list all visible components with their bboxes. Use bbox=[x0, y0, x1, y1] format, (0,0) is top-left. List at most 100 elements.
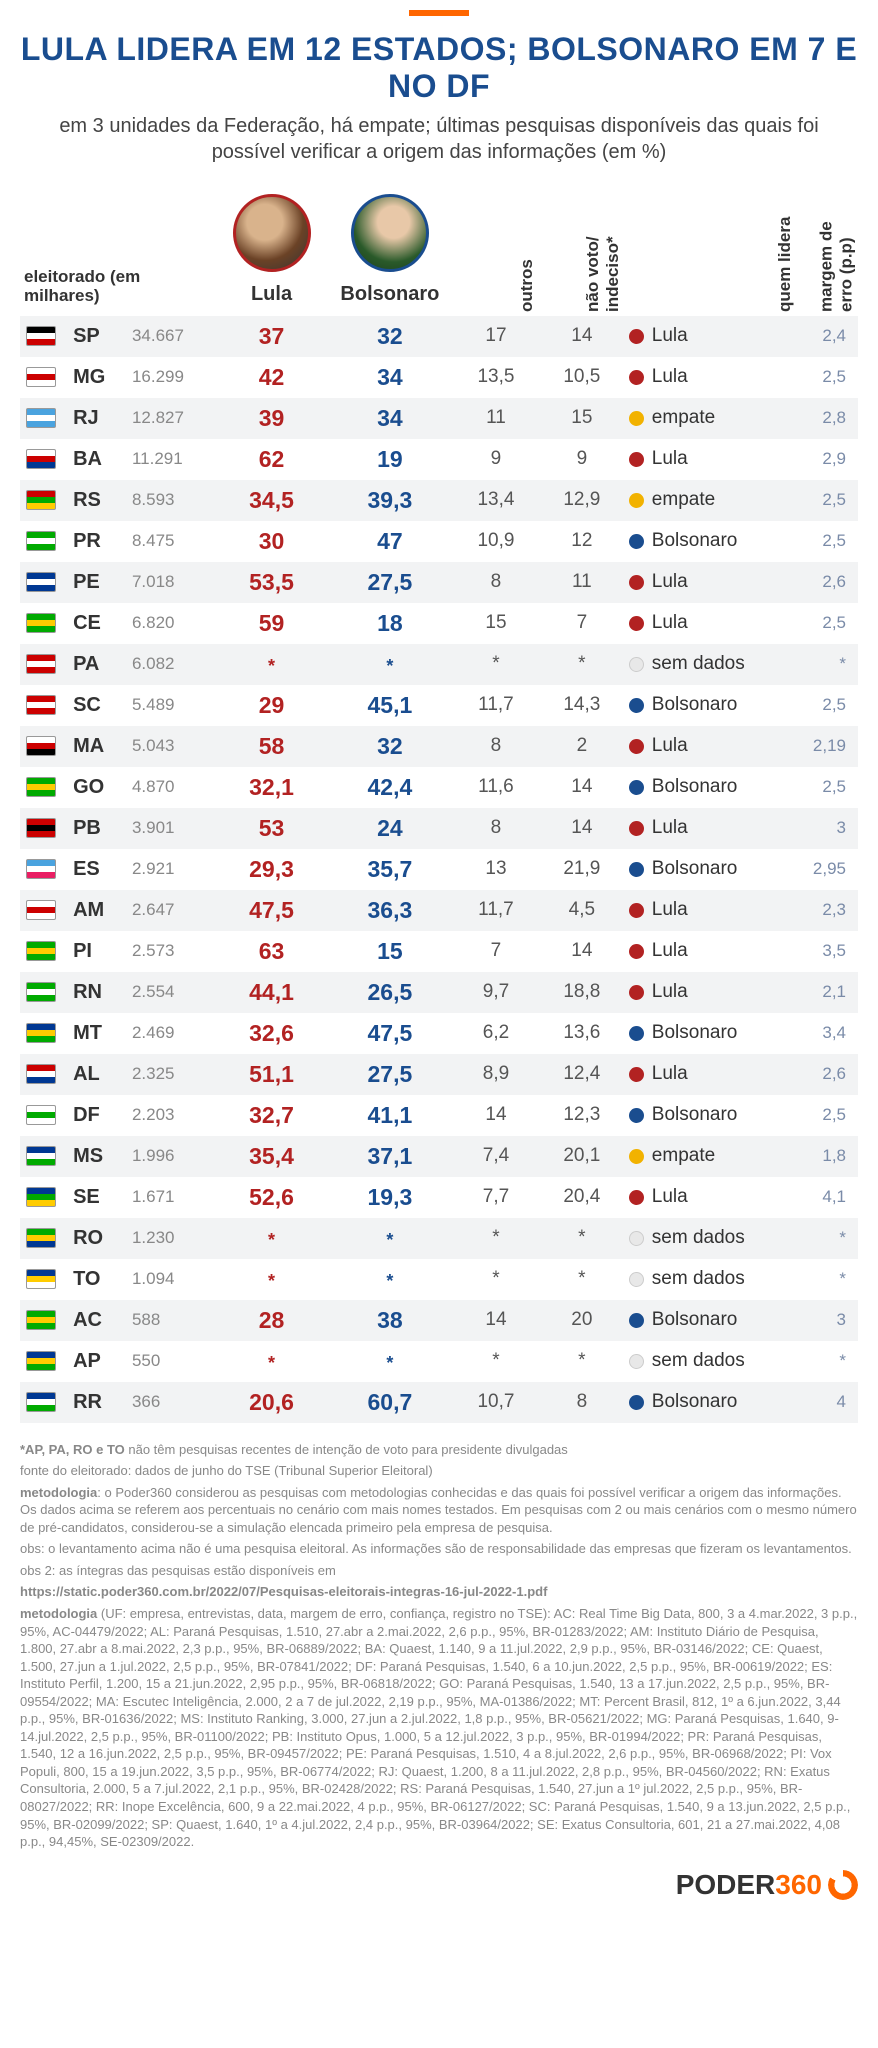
margin-value: 2,5 bbox=[797, 685, 858, 726]
margin-value: 3,5 bbox=[797, 931, 858, 972]
margin-value: 4 bbox=[797, 1382, 858, 1423]
col-margem: margem de erro (p.p) bbox=[797, 190, 858, 316]
leader-cell: Lula bbox=[625, 1177, 797, 1218]
nao-voto-value: 12,9 bbox=[539, 480, 625, 521]
flag-cell bbox=[20, 480, 69, 521]
leader-dot-icon bbox=[629, 780, 644, 795]
leader-label: Lula bbox=[652, 1063, 688, 1084]
table-row: GO4.87032,142,411,614Bolsonaro2,5 bbox=[20, 767, 858, 808]
footnote-line: metodologia (UF: empresa, entrevistas, d… bbox=[20, 1605, 858, 1851]
leader-cell: Lula bbox=[625, 1054, 797, 1095]
outros-value: 9 bbox=[453, 439, 539, 480]
outros-value: 10,9 bbox=[453, 521, 539, 562]
outros-value: 9,7 bbox=[453, 972, 539, 1013]
margin-value: 2,4 bbox=[797, 316, 858, 357]
leader-dot-icon bbox=[629, 411, 644, 426]
margin-value: * bbox=[797, 1341, 858, 1382]
table-row: MA5.043583282Lula2,19 bbox=[20, 726, 858, 767]
leader-cell: sem dados bbox=[625, 1341, 797, 1382]
outros-value: 7 bbox=[453, 931, 539, 972]
lula-value: 44,1 bbox=[216, 972, 326, 1013]
state-code: BA bbox=[69, 439, 128, 480]
flag-cell bbox=[20, 808, 69, 849]
state-flag-icon bbox=[26, 326, 56, 346]
leader-dot-icon bbox=[629, 657, 644, 672]
margin-value: * bbox=[797, 1218, 858, 1259]
nao-voto-value: 21,9 bbox=[539, 849, 625, 890]
flag-cell bbox=[20, 1300, 69, 1341]
state-code: AM bbox=[69, 890, 128, 931]
state-code: MT bbox=[69, 1013, 128, 1054]
table-row: PR8.475304710,912Bolsonaro2,5 bbox=[20, 521, 858, 562]
bolsonaro-value: 39,3 bbox=[327, 480, 453, 521]
leader-label: sem dados bbox=[652, 1227, 745, 1248]
lula-value: 34,5 bbox=[216, 480, 326, 521]
outros-value: 14 bbox=[453, 1095, 539, 1136]
state-flag-icon bbox=[26, 1023, 56, 1043]
bolsonaro-value: 45,1 bbox=[327, 685, 453, 726]
flag-cell bbox=[20, 1259, 69, 1300]
table-row: PE7.01853,527,5811Lula2,6 bbox=[20, 562, 858, 603]
state-code: RJ bbox=[69, 398, 128, 439]
leader-dot-icon bbox=[629, 1272, 644, 1287]
bolsonaro-value: 60,7 bbox=[327, 1382, 453, 1423]
leader-label: empate bbox=[652, 407, 715, 428]
leader-dot-icon bbox=[629, 698, 644, 713]
leader-dot-icon bbox=[629, 739, 644, 754]
margin-value: 2,5 bbox=[797, 480, 858, 521]
leader-label: Bolsonaro bbox=[652, 1391, 738, 1412]
leader-dot-icon bbox=[629, 985, 644, 1000]
nao-voto-value: 14 bbox=[539, 808, 625, 849]
state-flag-icon bbox=[26, 777, 56, 797]
margin-value: 3 bbox=[797, 808, 858, 849]
state-code: AL bbox=[69, 1054, 128, 1095]
bolsonaro-value: 34 bbox=[327, 357, 453, 398]
leader-cell: sem dados bbox=[625, 1218, 797, 1259]
leader-cell: Lula bbox=[625, 562, 797, 603]
leader-dot-icon bbox=[629, 575, 644, 590]
bolsonaro-value: 41,1 bbox=[327, 1095, 453, 1136]
nao-voto-value: 7 bbox=[539, 603, 625, 644]
nao-voto-value: 14 bbox=[539, 767, 625, 808]
flag-cell bbox=[20, 1095, 69, 1136]
table-row: AP550****sem dados* bbox=[20, 1341, 858, 1382]
leader-label: Bolsonaro bbox=[652, 530, 738, 551]
state-flag-icon bbox=[26, 572, 56, 592]
eleitorado-value: 2.469 bbox=[128, 1013, 216, 1054]
outros-value: 8,9 bbox=[453, 1054, 539, 1095]
state-flag-icon bbox=[26, 1392, 56, 1412]
state-flag-icon bbox=[26, 941, 56, 961]
leader-cell: sem dados bbox=[625, 1259, 797, 1300]
leader-cell: Lula bbox=[625, 439, 797, 480]
leader-label: Bolsonaro bbox=[652, 776, 738, 797]
bolsonaro-value: 27,5 bbox=[327, 1054, 453, 1095]
leader-cell: Lula bbox=[625, 603, 797, 644]
lula-value: * bbox=[216, 1341, 326, 1382]
eleitorado-value: 5.489 bbox=[128, 685, 216, 726]
election-table: eleitorado (em milhares) Lula Bolsonaro … bbox=[20, 190, 858, 1423]
state-code: TO bbox=[69, 1259, 128, 1300]
outros-value: 15 bbox=[453, 603, 539, 644]
leader-cell: Lula bbox=[625, 808, 797, 849]
leader-dot-icon bbox=[629, 1067, 644, 1082]
bolsonaro-value: * bbox=[327, 644, 453, 685]
eleitorado-value: 8.593 bbox=[128, 480, 216, 521]
leader-label: Lula bbox=[652, 612, 688, 633]
leader-cell: empate bbox=[625, 1136, 797, 1177]
leader-cell: Lula bbox=[625, 357, 797, 398]
eleitorado-value: 11.291 bbox=[128, 439, 216, 480]
flag-cell bbox=[20, 726, 69, 767]
state-code: AC bbox=[69, 1300, 128, 1341]
nao-voto-value: 14 bbox=[539, 316, 625, 357]
state-flag-icon bbox=[26, 1228, 56, 1248]
margin-value: 4,1 bbox=[797, 1177, 858, 1218]
leader-dot-icon bbox=[629, 903, 644, 918]
leader-dot-icon bbox=[629, 616, 644, 631]
outros-value: 11,6 bbox=[453, 767, 539, 808]
logo-icon bbox=[828, 1870, 858, 1900]
bolsonaro-value: 36,3 bbox=[327, 890, 453, 931]
flag-cell bbox=[20, 521, 69, 562]
margin-value: 1,8 bbox=[797, 1136, 858, 1177]
nao-voto-value: 20,1 bbox=[539, 1136, 625, 1177]
lula-value: 53,5 bbox=[216, 562, 326, 603]
